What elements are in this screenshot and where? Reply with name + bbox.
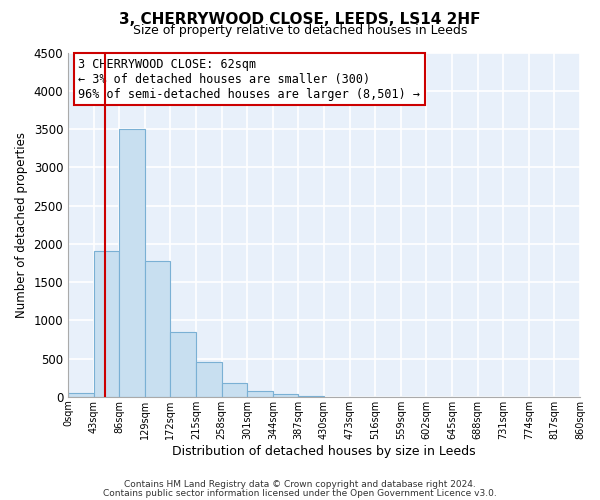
Y-axis label: Number of detached properties: Number of detached properties [15,132,28,318]
Bar [94,252,119,397]
Bar [119,129,145,397]
Bar [247,390,273,397]
Bar [145,261,170,397]
X-axis label: Distribution of detached houses by size in Leeds: Distribution of detached houses by size … [172,444,476,458]
Text: 3 CHERRYWOOD CLOSE: 62sqm
← 3% of detached houses are smaller (300)
96% of semi-: 3 CHERRYWOOD CLOSE: 62sqm ← 3% of detach… [78,58,420,100]
Bar [298,396,324,397]
Bar [221,384,247,397]
Text: 3, CHERRYWOOD CLOSE, LEEDS, LS14 2HF: 3, CHERRYWOOD CLOSE, LEEDS, LS14 2HF [119,12,481,28]
Text: Contains HM Land Registry data © Crown copyright and database right 2024.: Contains HM Land Registry data © Crown c… [124,480,476,489]
Bar [273,394,298,397]
Text: Contains public sector information licensed under the Open Government Licence v3: Contains public sector information licen… [103,489,497,498]
Bar [170,332,196,397]
Bar [68,393,94,397]
Bar [196,362,221,397]
Text: Size of property relative to detached houses in Leeds: Size of property relative to detached ho… [133,24,467,37]
